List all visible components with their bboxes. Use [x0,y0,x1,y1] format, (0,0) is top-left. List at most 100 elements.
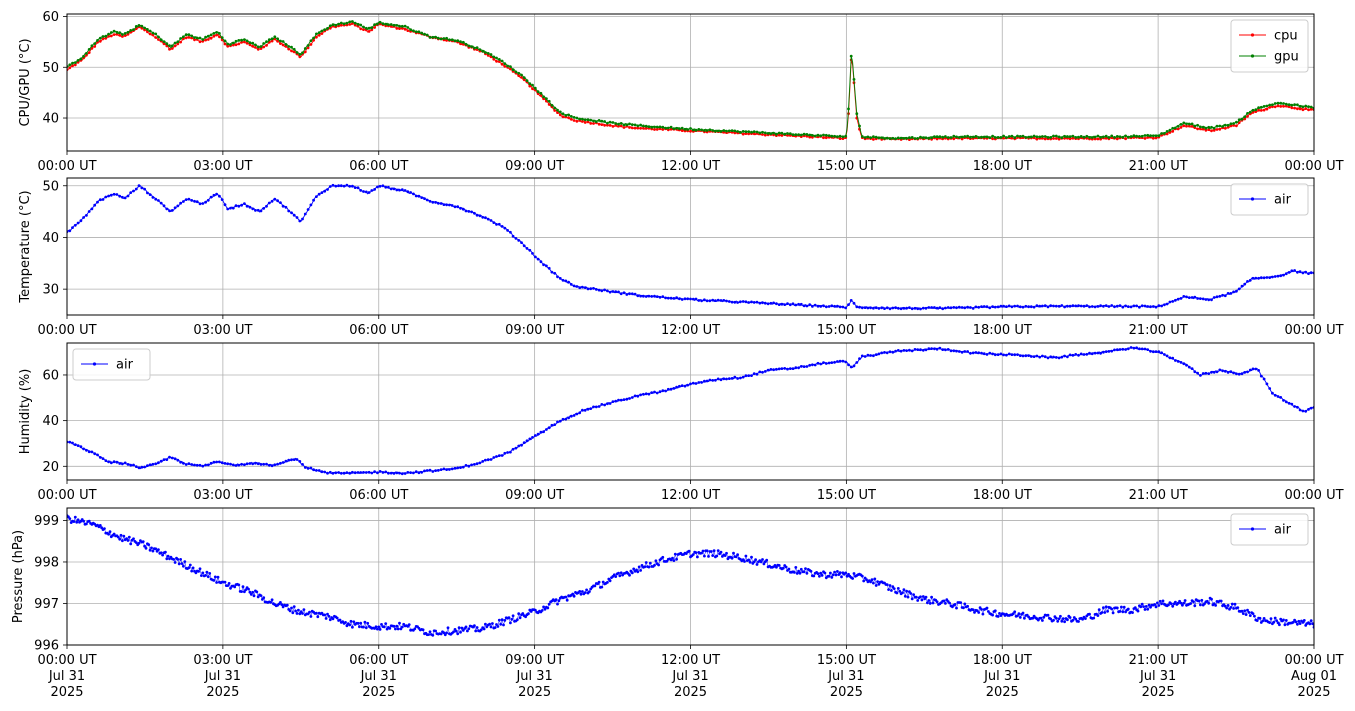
data-point [326,188,329,191]
data-point [348,623,352,627]
data-point [1189,602,1193,605]
data-point [373,188,376,191]
data-point [993,609,997,613]
data-point [251,462,255,466]
data-point [838,305,842,309]
data-point [999,352,1003,356]
data-point [374,625,378,629]
data-point [819,134,823,138]
data-point [456,39,460,43]
data-point [840,575,843,579]
data-point [309,466,313,470]
data-point [1246,608,1249,612]
data-point [959,601,963,604]
data-point [1293,269,1296,272]
data-point [872,354,875,358]
data-point [971,135,975,139]
data-point [1176,297,1180,301]
data-point [82,447,85,451]
data-point [223,580,227,584]
data-point [515,618,519,622]
data-point [628,126,631,129]
data-point [1146,133,1150,137]
data-point [502,623,505,627]
data-point [107,532,110,536]
data-point [320,191,324,195]
legend-marker [1250,527,1255,531]
data-point [1140,602,1144,606]
data-point [517,71,521,75]
data-point [262,42,266,45]
data-point [273,35,277,39]
data-point [269,600,273,604]
data-point [146,464,149,467]
data-point [775,302,778,306]
x-tick-year: 2025 [830,685,863,700]
data-point [1010,136,1014,140]
data-point [1149,305,1152,309]
data-point [1046,305,1050,309]
data-point [777,367,781,371]
data-point [1240,117,1244,121]
data-point [597,122,601,126]
data-point [1104,136,1108,140]
data-point [90,47,94,50]
data-point [206,38,210,41]
data-point [545,97,548,100]
data-point [1122,605,1126,609]
data-point [650,391,654,394]
data-point [1185,122,1188,126]
data-point [799,302,803,306]
data-point [783,367,787,370]
data-point [431,470,435,473]
data-point [700,381,703,384]
data-point [497,222,501,226]
data-point [1131,611,1134,614]
data-point [858,124,861,128]
data-point [118,462,122,465]
data-point [301,51,304,55]
data-point [525,247,529,250]
data-point [93,452,97,456]
data-point [680,298,684,301]
data-point [287,209,291,213]
data-point [991,134,994,138]
data-point [173,41,177,45]
data-point [245,41,249,45]
data-point [583,121,587,124]
data-point [442,631,446,635]
data-point [71,61,74,65]
x-tick-label: 12:00 UT [661,323,720,338]
data-point [96,39,99,42]
data-point [76,444,80,447]
data-point [719,130,723,133]
data-point [594,120,598,123]
data-point [597,288,601,292]
data-point [93,203,97,207]
data-point [977,305,981,309]
y-tick-label: 996 [34,639,59,654]
data-point [633,394,637,398]
data-point [290,211,293,215]
data-point [370,471,374,475]
data-point [1007,352,1011,356]
data-point [714,299,717,302]
x-tick-year: 2025 [362,685,395,700]
data-point [755,372,759,376]
data-point [489,53,493,56]
data-point [666,387,670,391]
data-point [276,462,279,466]
data-point [146,191,149,195]
data-point [955,135,958,139]
data-point [436,36,440,40]
data-point [420,470,424,474]
data-point [988,136,992,140]
data-point [373,23,376,26]
data-point [231,463,235,467]
data-point [306,467,310,470]
data-point [342,471,346,475]
data-point [765,558,769,562]
data-point [112,29,116,33]
data-point [454,629,458,633]
data-point [1158,599,1162,603]
